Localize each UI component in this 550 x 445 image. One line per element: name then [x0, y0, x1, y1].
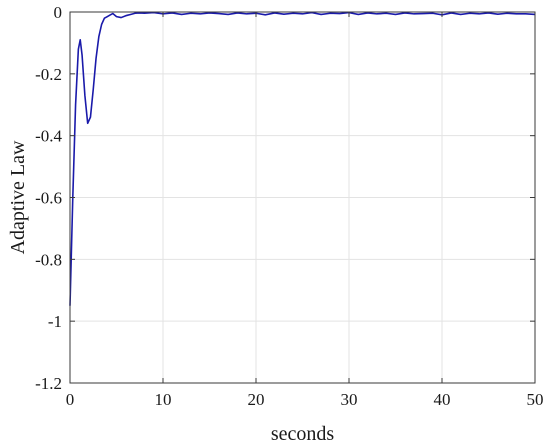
y-axis-label: Adaptive Law — [7, 140, 29, 254]
x-tick-label: 20 — [248, 390, 265, 409]
x-axis-label: seconds — [271, 423, 335, 445]
y-tick-label: -0.2 — [35, 65, 62, 84]
x-tick-label: 40 — [434, 390, 451, 409]
x-axis-ticks: 0 10 20 30 40 50 — [66, 12, 544, 409]
y-tick-label: -0.8 — [35, 250, 62, 269]
series-line — [69, 11, 536, 306]
y-tick-label: 0 — [54, 3, 63, 22]
grid — [69, 11, 536, 384]
x-tick-label: 0 — [66, 390, 75, 409]
y-tick-label: -1 — [48, 312, 62, 331]
y-tick-label: -1.2 — [35, 374, 62, 393]
y-axis-ticks: 0 -0.2 -0.4 -0.6 -0.8 -1 -1.2 — [35, 3, 535, 393]
x-tick-label: 10 — [155, 390, 172, 409]
series-layer — [69, 11, 536, 306]
y-tick-label: -0.4 — [35, 127, 62, 146]
y-tick-label: -0.6 — [35, 189, 62, 208]
x-tick-label: 30 — [341, 390, 358, 409]
x-tick-label: 50 — [527, 390, 544, 409]
